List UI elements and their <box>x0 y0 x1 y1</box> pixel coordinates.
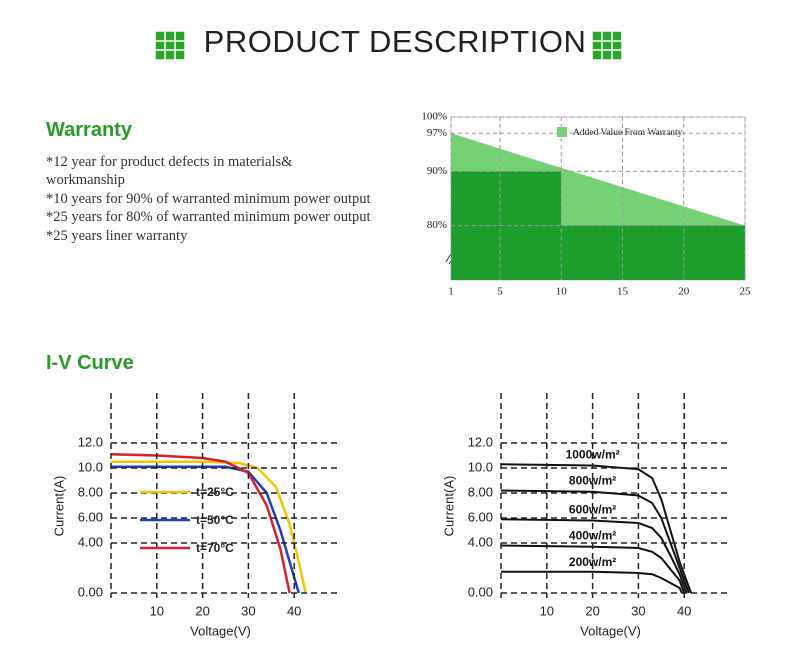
legend-label: t=25°C <box>196 485 234 499</box>
y-tick-label: 80% <box>427 219 447 231</box>
y-tick-label: 12.0 <box>78 434 103 449</box>
curve-label: 400w/m² <box>569 529 616 543</box>
y-tick-label: 10.0 <box>468 459 493 474</box>
warranty-line: *25 years for 80% of warranted minimum p… <box>46 209 371 226</box>
curve <box>500 518 688 594</box>
y-tick-label: 4.00 <box>468 534 493 549</box>
x-tick-label: 40 <box>677 603 691 618</box>
x-tick-label: 20 <box>585 603 599 618</box>
warranty-text: *12 year for product defects in material… <box>46 153 371 245</box>
curve <box>111 465 300 594</box>
x-tick-label: 10 <box>150 603 164 618</box>
warranty-line: *25 years liner warranty <box>46 227 188 244</box>
y-tick-label: 0.00 <box>78 584 103 599</box>
y-tick-label: 4.00 <box>78 534 103 549</box>
x-tick-label: 1 <box>448 286 454 298</box>
warranty-line: workmanship <box>46 172 125 189</box>
title-icon <box>154 30 623 61</box>
x-tick-label: 20 <box>195 603 209 618</box>
y-tick-label: 6.00 <box>468 509 493 524</box>
warranty-line: *12 year for product defects in material… <box>46 154 293 170</box>
x-tick-label: 30 <box>241 603 255 618</box>
y-tick-label: 100% <box>421 111 447 123</box>
curve-label: 600w/m² <box>569 502 616 516</box>
x-axis-title: Voltage(V) <box>190 623 251 638</box>
y-axis-title: Current(A) <box>441 476 456 537</box>
curve <box>500 544 686 594</box>
page-title: PRODUCT DESCRIPTION <box>203 24 587 59</box>
x-tick-label: 10 <box>540 603 554 618</box>
x-tick-label: 20 <box>678 286 690 298</box>
curve <box>111 460 307 594</box>
y-tick-label: 10.0 <box>78 459 103 474</box>
legend-label: t=70°C <box>196 541 234 555</box>
curve-label: 200w/m² <box>569 555 616 569</box>
curve <box>501 570 683 594</box>
curve-label: 800w/m² <box>569 474 616 488</box>
x-tick-label: 25 <box>740 286 752 298</box>
y-tick-label: 12.0 <box>468 434 493 449</box>
warranty-line: *10 years for 90% of warranted minimum p… <box>46 190 371 207</box>
curve-label: 1000w/m² <box>566 447 620 461</box>
x-tick-label: 30 <box>631 603 645 618</box>
x-tick-label: 40 <box>287 603 301 618</box>
y-tick-label: 97% <box>427 127 447 139</box>
curve <box>500 489 690 594</box>
y-tick-label: 6.00 <box>78 509 103 524</box>
section-title: I-V Curve <box>46 352 134 374</box>
y-tick-label: 8.00 <box>468 484 493 499</box>
section-title: Warranty <box>46 119 132 141</box>
legend-label: t=50°C <box>196 513 234 527</box>
y-tick-label: 0.00 <box>468 584 493 599</box>
y-axis-title: Current(A) <box>51 476 66 537</box>
x-tick-label: 10 <box>556 286 568 298</box>
legend-label: Added Value From Warranty <box>573 128 683 138</box>
y-tick-label: 90% <box>427 165 447 177</box>
x-tick-label: 15 <box>617 286 629 298</box>
x-tick-label: 5 <box>497 286 503 298</box>
area <box>451 171 745 280</box>
curve <box>500 463 693 594</box>
y-tick-label: 8.00 <box>78 484 103 499</box>
x-axis-title: Voltage(V) <box>580 623 641 638</box>
legend-swatch <box>557 127 567 137</box>
